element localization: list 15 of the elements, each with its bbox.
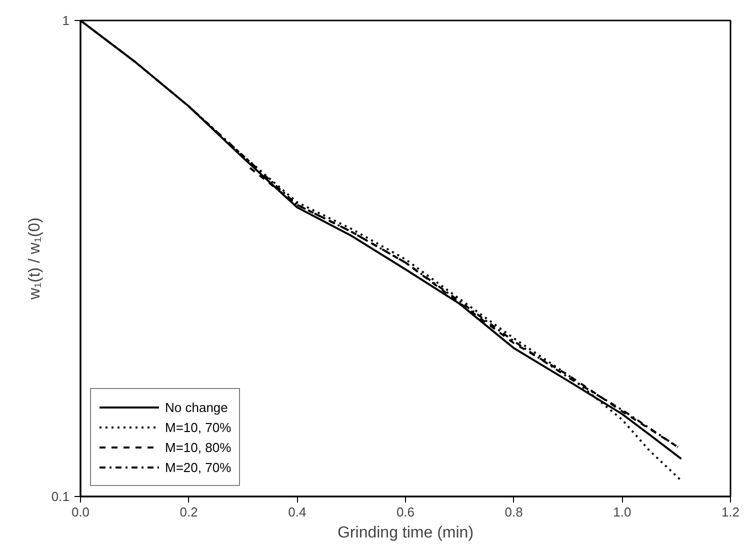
x-tick-label: 1.2 [721,504,740,520]
y-tick-label: 0.1 [51,489,70,504]
legend-label: No change [165,400,228,414]
x-tick-label: 0.4 [288,504,306,520]
x-tick-label: 1.0 [613,504,632,520]
x-tick-label: 0.2 [180,504,198,520]
legend-label: M=20, 70% [165,460,232,474]
legend-label: M=10, 70% [165,420,232,434]
y-axis-title: w₁(t) / w₁(0) [26,218,44,300]
legend-label: M=10, 80% [165,440,232,454]
x-axis-title: Grinding time (min) [337,524,474,542]
x-tick-label: 0.6 [396,504,415,520]
x-tick-label: 0.8 [504,504,523,520]
y-tick-label: 1 [62,13,70,28]
x-tick-label: 0.0 [71,504,90,520]
